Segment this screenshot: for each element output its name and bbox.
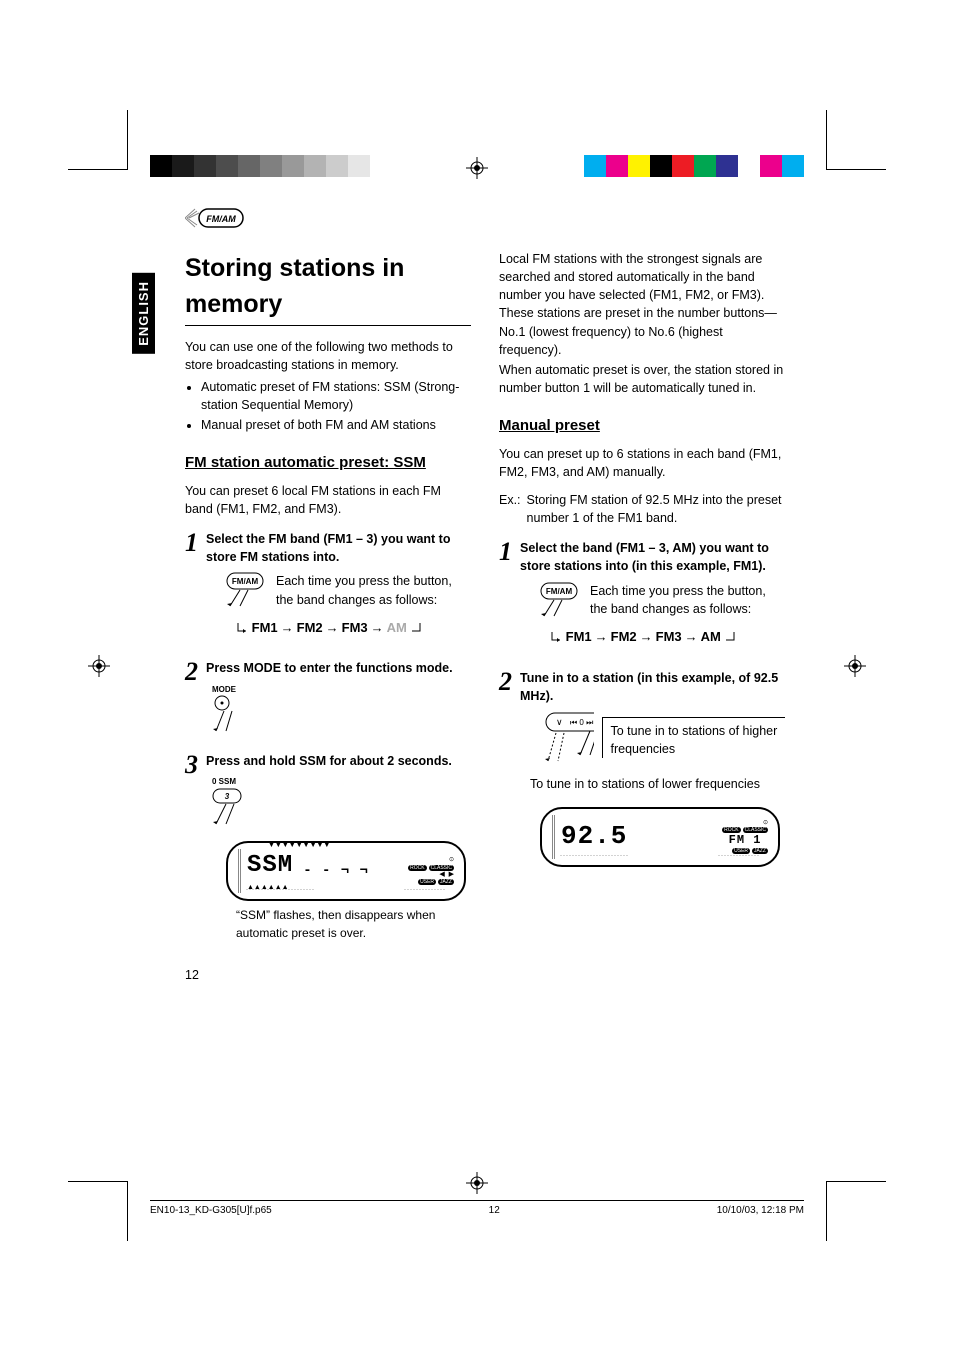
crop-mark	[68, 110, 128, 170]
svg-text:∨: ∨	[556, 717, 563, 727]
example-text: Storing FM station of 92.5 MHz into the …	[527, 491, 785, 527]
step-lead: Select the band (FM1 – 3, AM) you want t…	[520, 539, 785, 575]
step-number: 1	[499, 539, 512, 656]
step-number: 1	[185, 530, 198, 647]
section-title: Storing stations in memory	[185, 250, 471, 326]
language-tab: ENGLISH	[132, 273, 155, 354]
tune-low-note: To tune in to stations of lower frequenc…	[530, 775, 785, 793]
band-cycle: FM1→FM2→FM3→AM	[550, 628, 785, 647]
crop-mark	[68, 1181, 128, 1241]
svg-text:FM/AM: FM/AM	[232, 577, 259, 586]
page-number: 12	[185, 966, 471, 984]
ssm-desc: You can preset 6 local FM stations in ea…	[185, 482, 471, 518]
svg-text:3: 3	[225, 792, 230, 801]
svg-text:FM/AM: FM/AM	[206, 214, 236, 224]
right-intro: Local FM stations with the strongest sig…	[499, 250, 785, 359]
intro-bullets: Automatic preset of FM stations: SSM (St…	[201, 378, 471, 434]
manual-desc: You can preset up to 6 stations in each …	[499, 445, 785, 481]
step-lead: Press MODE to enter the functions mode.	[206, 659, 471, 677]
registration-mark-icon	[844, 655, 866, 677]
radio-display: 92.5 ⊙ ROCKCLASSIC FM 1 USERJAZZ ·······…	[540, 807, 780, 867]
step-number: 3	[185, 752, 198, 942]
crop-mark	[826, 1181, 886, 1241]
mode-button-icon	[212, 695, 248, 735]
step-note: Each time you press the button, the band…	[276, 572, 471, 608]
ssm-button-icon: 3	[212, 788, 262, 828]
ssm-caption: “SSM” flashes, then disappears when auto…	[236, 907, 471, 942]
step-number: 2	[185, 659, 198, 740]
ssm-heading: FM station automatic preset: SSM	[185, 452, 471, 474]
registration-mark-icon	[88, 655, 110, 677]
fmam-button-icon: FM/AM	[226, 572, 266, 608]
fmam-button-icon: FM/AM	[540, 582, 580, 618]
fmam-badge-icon: FM/AM	[185, 207, 245, 229]
step-note: Each time you press the button, the band…	[590, 582, 785, 618]
manual-heading: Manual preset	[499, 415, 785, 437]
step-lead: Press and hold SSM for about 2 seconds.	[206, 752, 471, 770]
intro-text: You can use one of the following two met…	[185, 338, 471, 374]
footer-left: EN10-13_KD-G305[U]f.p65	[150, 1205, 272, 1216]
mode-label: MODE	[212, 684, 471, 696]
color-bar	[584, 155, 804, 177]
svg-text:FM/AM: FM/AM	[546, 587, 573, 596]
step-lead: Tune in to a station (in this example, o…	[520, 669, 785, 705]
ssm-label: 0 SSM	[212, 776, 471, 788]
tune-button-icon: ∨ ⏮ 0 ⏭ ∧	[540, 711, 594, 767]
radio-display: ▼▼▼▼▼▼▼▼▼ SSM ▲▲▲▲▲▲ - - ¬ ¬ ⊙ ROCKCLASS…	[226, 841, 466, 901]
registration-mark-icon	[466, 1172, 488, 1194]
footer-mid: 12	[489, 1205, 500, 1216]
footer-right: 10/10/03, 12:18 PM	[717, 1205, 804, 1216]
grayscale-bar	[150, 155, 392, 177]
example-label: Ex.:	[499, 491, 521, 527]
step-number: 2	[499, 669, 512, 871]
step-lead: Select the FM band (FM1 – 3) you want to…	[206, 530, 471, 566]
right-intro: When automatic preset is over, the stati…	[499, 361, 785, 397]
crop-mark	[826, 110, 886, 170]
tune-high-note: To tune in to stations of higher frequen…	[602, 717, 786, 758]
band-cycle: FM1→FM2→FM3→AM	[236, 619, 471, 638]
footer: EN10-13_KD-G305[U]f.p65 12 10/10/03, 12:…	[150, 1200, 804, 1216]
svg-text:⏮ 0 ⏭: ⏮ 0 ⏭	[570, 718, 593, 727]
registration-mark-icon	[466, 157, 488, 179]
